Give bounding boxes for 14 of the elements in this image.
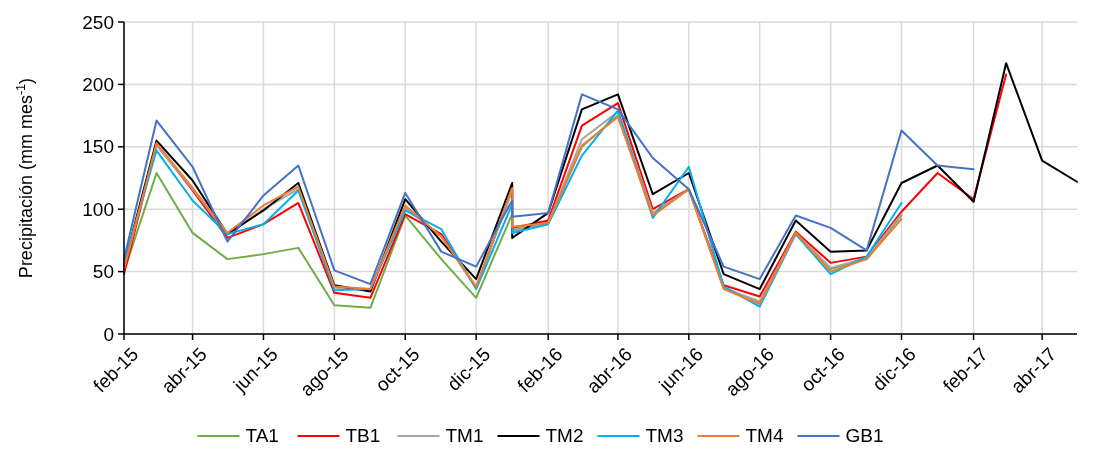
legend-label: TM2 <box>545 425 584 446</box>
line-series <box>123 93 975 286</box>
legend-label: TM4 <box>745 425 784 446</box>
y-tick-label: 100 <box>82 198 114 220</box>
y-tick-label: 150 <box>82 136 114 158</box>
y-tick-label: 250 <box>82 11 114 33</box>
y-tick-label: 0 <box>103 323 114 345</box>
legend-label: TM3 <box>645 425 684 446</box>
legend-label: TB1 <box>345 425 381 446</box>
y-tick-label: 50 <box>92 261 114 283</box>
legend-label: GB1 <box>845 425 884 446</box>
legend-label: TM1 <box>445 425 484 446</box>
legend-label: TA1 <box>245 425 279 446</box>
y-tick-label: 200 <box>82 74 114 96</box>
